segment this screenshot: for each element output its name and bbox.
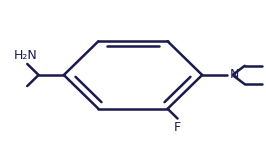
Text: N: N [230, 69, 239, 81]
Text: H₂N: H₂N [14, 50, 38, 62]
Text: F: F [174, 121, 181, 134]
